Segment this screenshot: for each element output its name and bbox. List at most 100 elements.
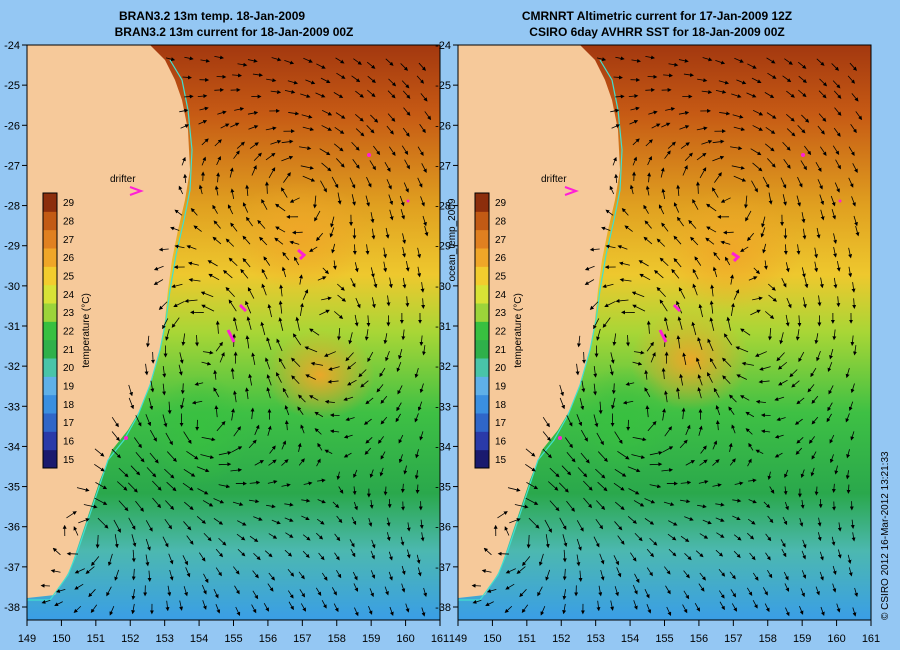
current-vector: [625, 381, 635, 386]
colorbar-swatch: [43, 449, 57, 469]
current-vector: [295, 316, 300, 331]
current-vector: [692, 199, 699, 210]
current-vector: [320, 77, 331, 83]
current-vector: [202, 600, 207, 610]
current-vector: [321, 572, 328, 581]
current-vector: [350, 548, 356, 558]
current-vector: [182, 482, 194, 491]
current-vector: [383, 247, 387, 259]
current-vector: [323, 351, 336, 357]
current-vector: [232, 73, 243, 78]
current-vector: [373, 145, 381, 156]
current-vector: [589, 301, 599, 310]
current-vector: [370, 114, 379, 123]
current-vector: [634, 573, 640, 584]
current-vector: [284, 60, 295, 65]
current-vector: [712, 155, 725, 162]
current-vector: [644, 589, 650, 599]
current-vector: [336, 283, 345, 291]
current-vector: [254, 460, 265, 466]
current-vector: [767, 471, 772, 480]
current-vector: [811, 451, 817, 460]
current-vector: [664, 426, 672, 437]
current-vector: [828, 385, 834, 395]
current-vector: [782, 516, 788, 526]
current-vector: [804, 145, 812, 156]
x-tick-label: 154: [621, 633, 639, 645]
current-vector: [264, 357, 271, 370]
x-tick-label: 150: [483, 633, 501, 645]
current-vector: [676, 387, 680, 400]
current-vector: [731, 603, 738, 612]
current-vector: [784, 583, 790, 592]
current-vector: [144, 363, 149, 376]
current-vector: [729, 458, 736, 466]
current-vector: [759, 366, 771, 371]
current-vector: [740, 395, 750, 401]
current-vector: [369, 160, 376, 171]
current-vector: [318, 552, 325, 561]
current-vector: [186, 535, 194, 545]
current-vector: [650, 352, 656, 363]
current-vector: [343, 452, 352, 458]
current-vector: [389, 606, 394, 616]
current-vector: [289, 240, 300, 245]
current-vector: [610, 352, 615, 364]
current-vector: [166, 451, 177, 462]
current-vector: [331, 176, 339, 189]
current-vector: [131, 534, 137, 548]
current-vector: [598, 585, 603, 597]
current-vector: [763, 501, 771, 509]
current-vector: [633, 350, 645, 355]
current-vector: [722, 375, 731, 385]
current-vector: [525, 497, 539, 505]
current-vector: [688, 219, 697, 229]
current-vector: [352, 486, 357, 496]
current-vector: [403, 182, 409, 193]
current-vector: [814, 486, 819, 496]
current-vector: [782, 194, 787, 206]
drifter-point: [406, 199, 410, 203]
colorbar-tick-label: 23: [495, 308, 507, 319]
current-vector: [268, 167, 276, 179]
current-vector: [504, 605, 513, 614]
colorbar-swatch: [475, 193, 489, 212]
current-vector: [193, 225, 202, 232]
current-vector: [729, 571, 736, 580]
current-vector: [718, 590, 725, 599]
current-vector: [319, 148, 331, 156]
current-vector: [712, 139, 725, 144]
current-vector: [180, 124, 190, 129]
current-vector: [617, 451, 630, 460]
current-vector: [829, 434, 835, 444]
current-vector: [659, 299, 668, 312]
current-vector: [764, 143, 775, 152]
current-vector: [405, 296, 410, 308]
current-vector: [417, 567, 422, 577]
current-vector: [595, 518, 604, 530]
current-vector: [384, 161, 391, 172]
current-vector: [337, 192, 342, 205]
current-vector: [797, 61, 807, 69]
current-vector: [697, 336, 703, 350]
current-vector: [526, 482, 539, 490]
current-vector: [297, 406, 304, 416]
current-vector: [363, 418, 372, 425]
current-vector: [610, 108, 620, 113]
left-title-line2: BRAN3.2 13m current for 18-Jan-2009 00Z: [115, 25, 354, 39]
current-vector: [676, 184, 681, 197]
current-vector: [284, 420, 289, 431]
current-vector: [668, 62, 679, 67]
current-vector: [383, 261, 388, 273]
current-vector: [614, 468, 627, 477]
current-vector: [216, 172, 221, 183]
current-vector: [628, 94, 639, 99]
current-vector: [317, 442, 323, 451]
current-vector: [424, 111, 432, 121]
colorbar-swatch: [43, 376, 57, 396]
current-vector: [300, 603, 307, 612]
colorbar-tick-label: 28: [63, 217, 75, 228]
current-vector: [199, 552, 206, 562]
colorbar-tick-label: 25: [495, 272, 507, 283]
